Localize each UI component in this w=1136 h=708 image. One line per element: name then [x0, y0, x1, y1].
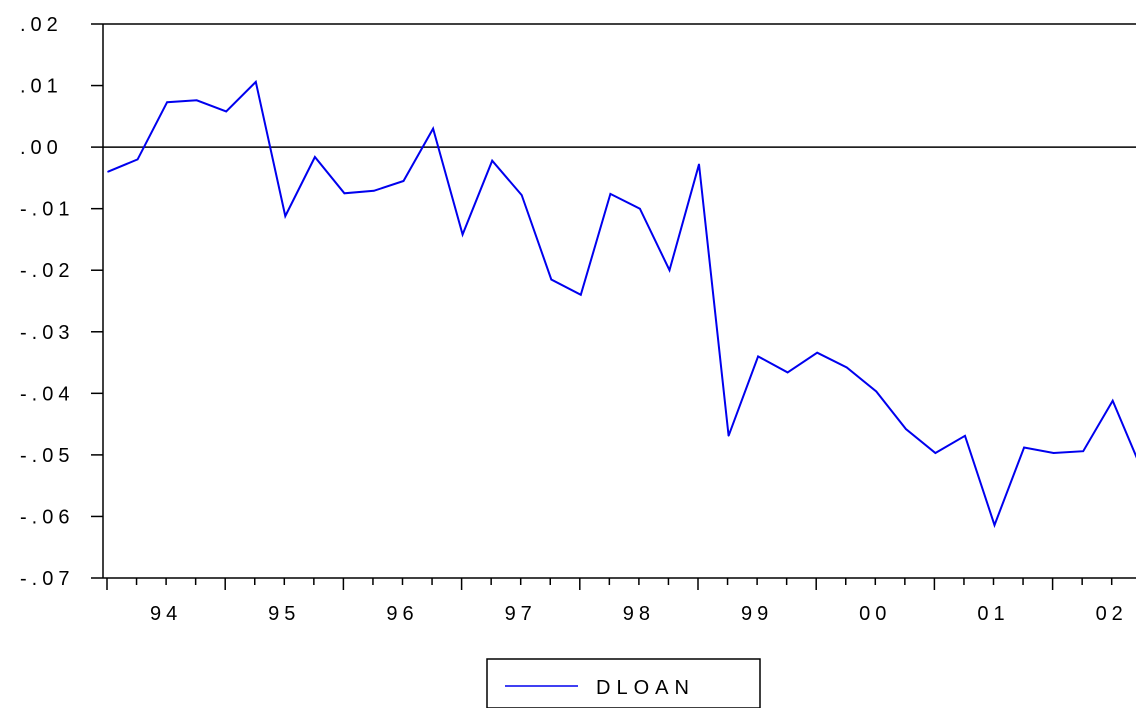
data-point: [845, 366, 848, 369]
data-point: [254, 81, 257, 83]
data-point: [343, 192, 346, 195]
y-tick-label: -.04: [20, 383, 74, 405]
data-point: [816, 351, 818, 354]
legend: DLOAN: [486, 658, 761, 708]
data-point: [964, 435, 966, 437]
data-point: [166, 101, 168, 103]
y-tick-label: .02: [20, 14, 63, 36]
y-tick-label: -.03: [20, 322, 74, 344]
data-point: [580, 294, 582, 296]
y-tick-label: .00: [20, 137, 63, 159]
data-point: [1082, 450, 1084, 452]
x-tick-label: 02: [1096, 603, 1128, 625]
data-point: [107, 170, 109, 173]
data-point: [875, 390, 878, 393]
data-point: [993, 524, 996, 526]
y-tick-label: -.06: [20, 506, 74, 528]
x-tick-label: 98: [623, 603, 655, 625]
data-point: [491, 159, 493, 162]
legend-series-label: DLOAN: [596, 677, 695, 699]
y-tick-label: .01: [20, 76, 63, 98]
data-point: [550, 278, 553, 281]
data-point: [520, 194, 523, 196]
series-line-dloan: [107, 79, 1136, 529]
data-point: [639, 207, 641, 210]
data-point: [314, 156, 316, 158]
data-point: [195, 99, 198, 102]
data-point: [1052, 452, 1055, 454]
x-tick-label: 97: [505, 603, 537, 625]
x-tick-label: 00: [859, 603, 891, 625]
data-point: [225, 110, 227, 113]
data-point: [432, 127, 434, 130]
x-tick-label: 01: [977, 603, 1009, 625]
data-point: [757, 355, 759, 358]
y-tick-label: -.07: [20, 568, 74, 590]
y-tick-label: -.02: [20, 260, 74, 282]
data-point: [1023, 446, 1025, 449]
data-point: [373, 190, 375, 192]
y-tick-label: -.01: [20, 199, 74, 221]
data-point: [934, 452, 937, 454]
x-tick-label: 95: [268, 603, 300, 625]
data-point: [284, 215, 287, 217]
x-tick-label: 96: [386, 603, 418, 625]
data-point: [727, 435, 730, 437]
legend-box: [486, 658, 761, 708]
x-tick-label: 99: [741, 603, 773, 625]
data-point: [136, 158, 139, 161]
data-point: [668, 269, 671, 272]
data-point: [402, 180, 405, 182]
data-point: [461, 233, 464, 236]
data-point: [786, 371, 789, 374]
data-point: [609, 193, 612, 195]
data-point: [905, 428, 907, 430]
data-point: [698, 163, 700, 166]
y-tick-label: -.05: [20, 445, 74, 467]
x-tick-label: 94: [150, 603, 182, 625]
data-point: [1111, 399, 1114, 402]
